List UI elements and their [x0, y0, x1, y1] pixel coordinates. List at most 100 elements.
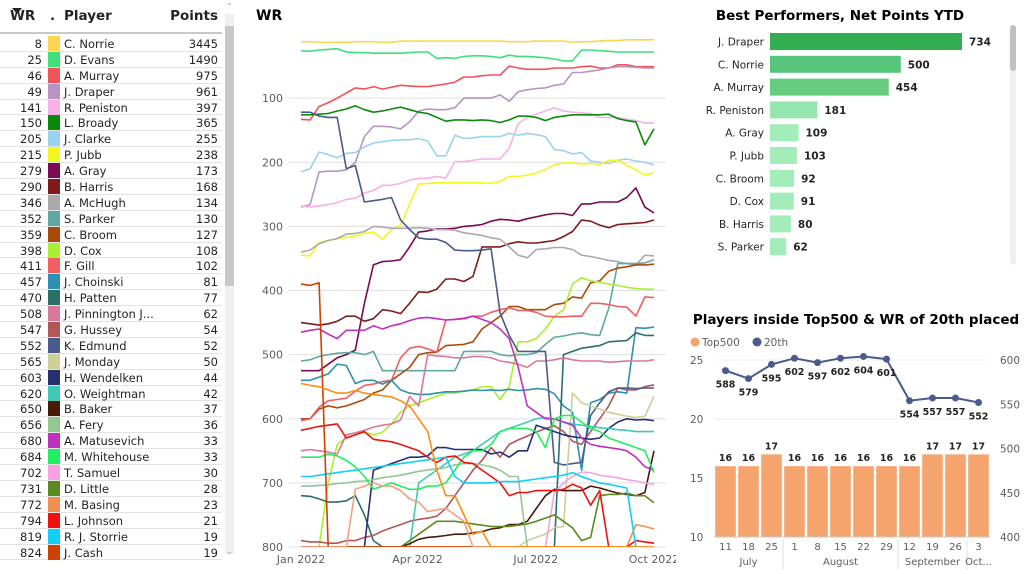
cell-wr: 346 — [20, 195, 42, 210]
bar-chart-scrollbar-thumb[interactable] — [1010, 25, 1016, 71]
cell-wr: 470 — [20, 291, 42, 306]
table-row[interactable]: 680 A. Matusevich 33 — [0, 433, 222, 450]
cell-player: H. Patten — [64, 291, 117, 306]
table-row[interactable]: 141 R. Peniston 397 — [0, 99, 222, 116]
bar-data-label: 16 — [788, 453, 802, 464]
best-performers-chart: Best Performers, Net Points YTD J. Drape… — [690, 0, 1024, 290]
table-row[interactable]: 731 D. Little 28 — [0, 480, 222, 497]
table-row[interactable]: 552 K. Edmund 52 — [0, 337, 222, 354]
series-line-j-pinnington-jones — [300, 353, 655, 455]
series-line-s-parker — [300, 258, 655, 372]
table-row[interactable]: 656 A. Fery 36 — [0, 417, 222, 434]
table-row[interactable]: 49 J. Draper 961 — [0, 83, 222, 100]
bar-data-label: 103 — [804, 151, 826, 163]
table-row[interactable]: 398 D. Cox 108 — [0, 242, 222, 259]
left-axis-tick: 25 — [690, 355, 703, 367]
cell-points: 77 — [203, 291, 218, 306]
cell-points: 961 — [196, 84, 218, 99]
line-series-20th — [725, 355, 979, 404]
table-row[interactable]: 620 O. Weightman 42 — [0, 385, 222, 402]
cell-player: A. Matusevich — [64, 434, 145, 449]
line-point — [929, 394, 936, 402]
column-header-points[interactable]: Points — [170, 8, 218, 24]
line-point — [906, 397, 913, 405]
table-row[interactable]: 279 A. Gray 173 — [0, 163, 222, 180]
cell-player: F. Gill — [64, 259, 95, 274]
line-data-label: 597 — [808, 372, 828, 383]
table-row[interactable]: 411 F. Gill 102 — [0, 258, 222, 275]
bar — [945, 454, 966, 537]
table-row[interactable]: 46 A. Murray 975 — [0, 67, 222, 84]
series-line-l-johnson — [300, 423, 655, 547]
line-data-label: 601 — [877, 368, 897, 379]
table-row[interactable]: 25 D. Evans 1490 — [0, 51, 222, 68]
column-header-color[interactable]: . — [50, 8, 56, 24]
table-row[interactable]: 684 M. Whitehouse 33 — [0, 449, 222, 466]
bar — [770, 238, 787, 256]
cell-points: 36 — [203, 418, 218, 433]
table-row[interactable]: 346 A. McHugh 134 — [0, 194, 222, 211]
cell-wr: 508 — [20, 307, 42, 322]
x-group-label: July — [739, 557, 758, 568]
color-swatch — [48, 83, 60, 99]
color-swatch — [48, 512, 60, 528]
cell-points: 33 — [203, 434, 218, 449]
table-row[interactable]: 794 L. Johnson 21 — [0, 512, 222, 529]
column-header-player[interactable]: Player — [64, 8, 112, 24]
color-swatch — [48, 51, 60, 67]
table-row[interactable]: 205 J. Clarke 255 — [0, 131, 222, 148]
cell-wr: 205 — [20, 132, 42, 147]
table-row[interactable]: 772 M. Basing 23 — [0, 496, 222, 513]
legend-label: Top500 — [701, 337, 740, 349]
table-row[interactable]: 352 S. Parker 130 — [0, 210, 222, 227]
cell-player: J. Clarke — [64, 132, 112, 147]
table-row[interactable]: 150 L. Broady 365 — [0, 115, 222, 132]
bar-data-label: 16 — [857, 453, 871, 464]
line-data-label: 602 — [785, 367, 805, 378]
table-row[interactable]: 290 B. Harris 168 — [0, 179, 222, 195]
combo-chart-svg: Top500 20th 10 15 20 25 400 450 500 550 600 16 16 17 1… — [690, 337, 1020, 569]
table-row[interactable]: 508 J. Pinnington J... 62 — [0, 306, 222, 323]
cell-player: R. Peniston — [64, 100, 128, 115]
table-scrollbar-thumb[interactable] — [225, 26, 234, 286]
line-point — [791, 354, 798, 362]
table-scrollbar[interactable]: ⌃ ⌄ — [225, 2, 234, 556]
table-row[interactable]: 565 J. Monday 50 — [0, 353, 222, 370]
line-data-label: 602 — [831, 367, 851, 378]
series-line-d-evans — [300, 47, 654, 62]
sort-descending-icon[interactable] — [12, 8, 22, 14]
bar-data-label: 16 — [834, 453, 848, 464]
y-tick-label: 100 — [262, 92, 283, 105]
cell-player: G. Hussey — [64, 323, 123, 338]
table-row[interactable]: 547 G. Hussey 54 — [0, 322, 222, 338]
table-row[interactable]: 215 P. Jubb 238 — [0, 147, 222, 164]
bar — [770, 55, 901, 73]
cell-player: J. Draper — [64, 84, 115, 99]
cell-points: 50 — [203, 354, 218, 369]
cell-wr: 141 — [20, 100, 42, 115]
bar-data-label: 91 — [801, 196, 816, 208]
series-line-m-basing — [301, 523, 655, 547]
scroll-down-icon[interactable]: ⌄ — [226, 547, 233, 556]
table-row[interactable]: 702 T. Samuel 30 — [0, 465, 222, 481]
color-swatch — [48, 480, 60, 496]
cell-points: 173 — [196, 164, 218, 179]
series-line-k-edmund — [301, 111, 654, 466]
y-tick-label: 300 — [262, 220, 283, 233]
cell-wr: 680 — [20, 434, 42, 449]
table-row[interactable]: 470 H. Patten 77 — [0, 290, 222, 307]
line-point — [745, 375, 752, 383]
line-point — [883, 355, 890, 363]
table-row[interactable]: 650 B. Baker 37 — [0, 401, 222, 418]
table-row[interactable]: 819 R. J. Storrie 19 — [0, 528, 222, 545]
color-swatch — [48, 385, 60, 401]
bar-chart-scrollbar[interactable] — [1010, 25, 1016, 265]
scroll-up-icon[interactable]: ⌃ — [226, 2, 233, 11]
table-row[interactable]: 8 C. Norrie 3445 — [0, 36, 222, 52]
table-row[interactable]: 824 J. Cash 19 — [0, 544, 222, 561]
series-line-j-clarke — [300, 132, 655, 173]
table-row[interactable]: 359 C. Broom 127 — [0, 226, 222, 243]
table-row[interactable]: 457 J. Choinski 81 — [0, 274, 222, 291]
table-row[interactable]: 603 H. Wendelken 44 — [0, 369, 222, 386]
cell-player: J. Pinnington J... — [64, 307, 154, 322]
